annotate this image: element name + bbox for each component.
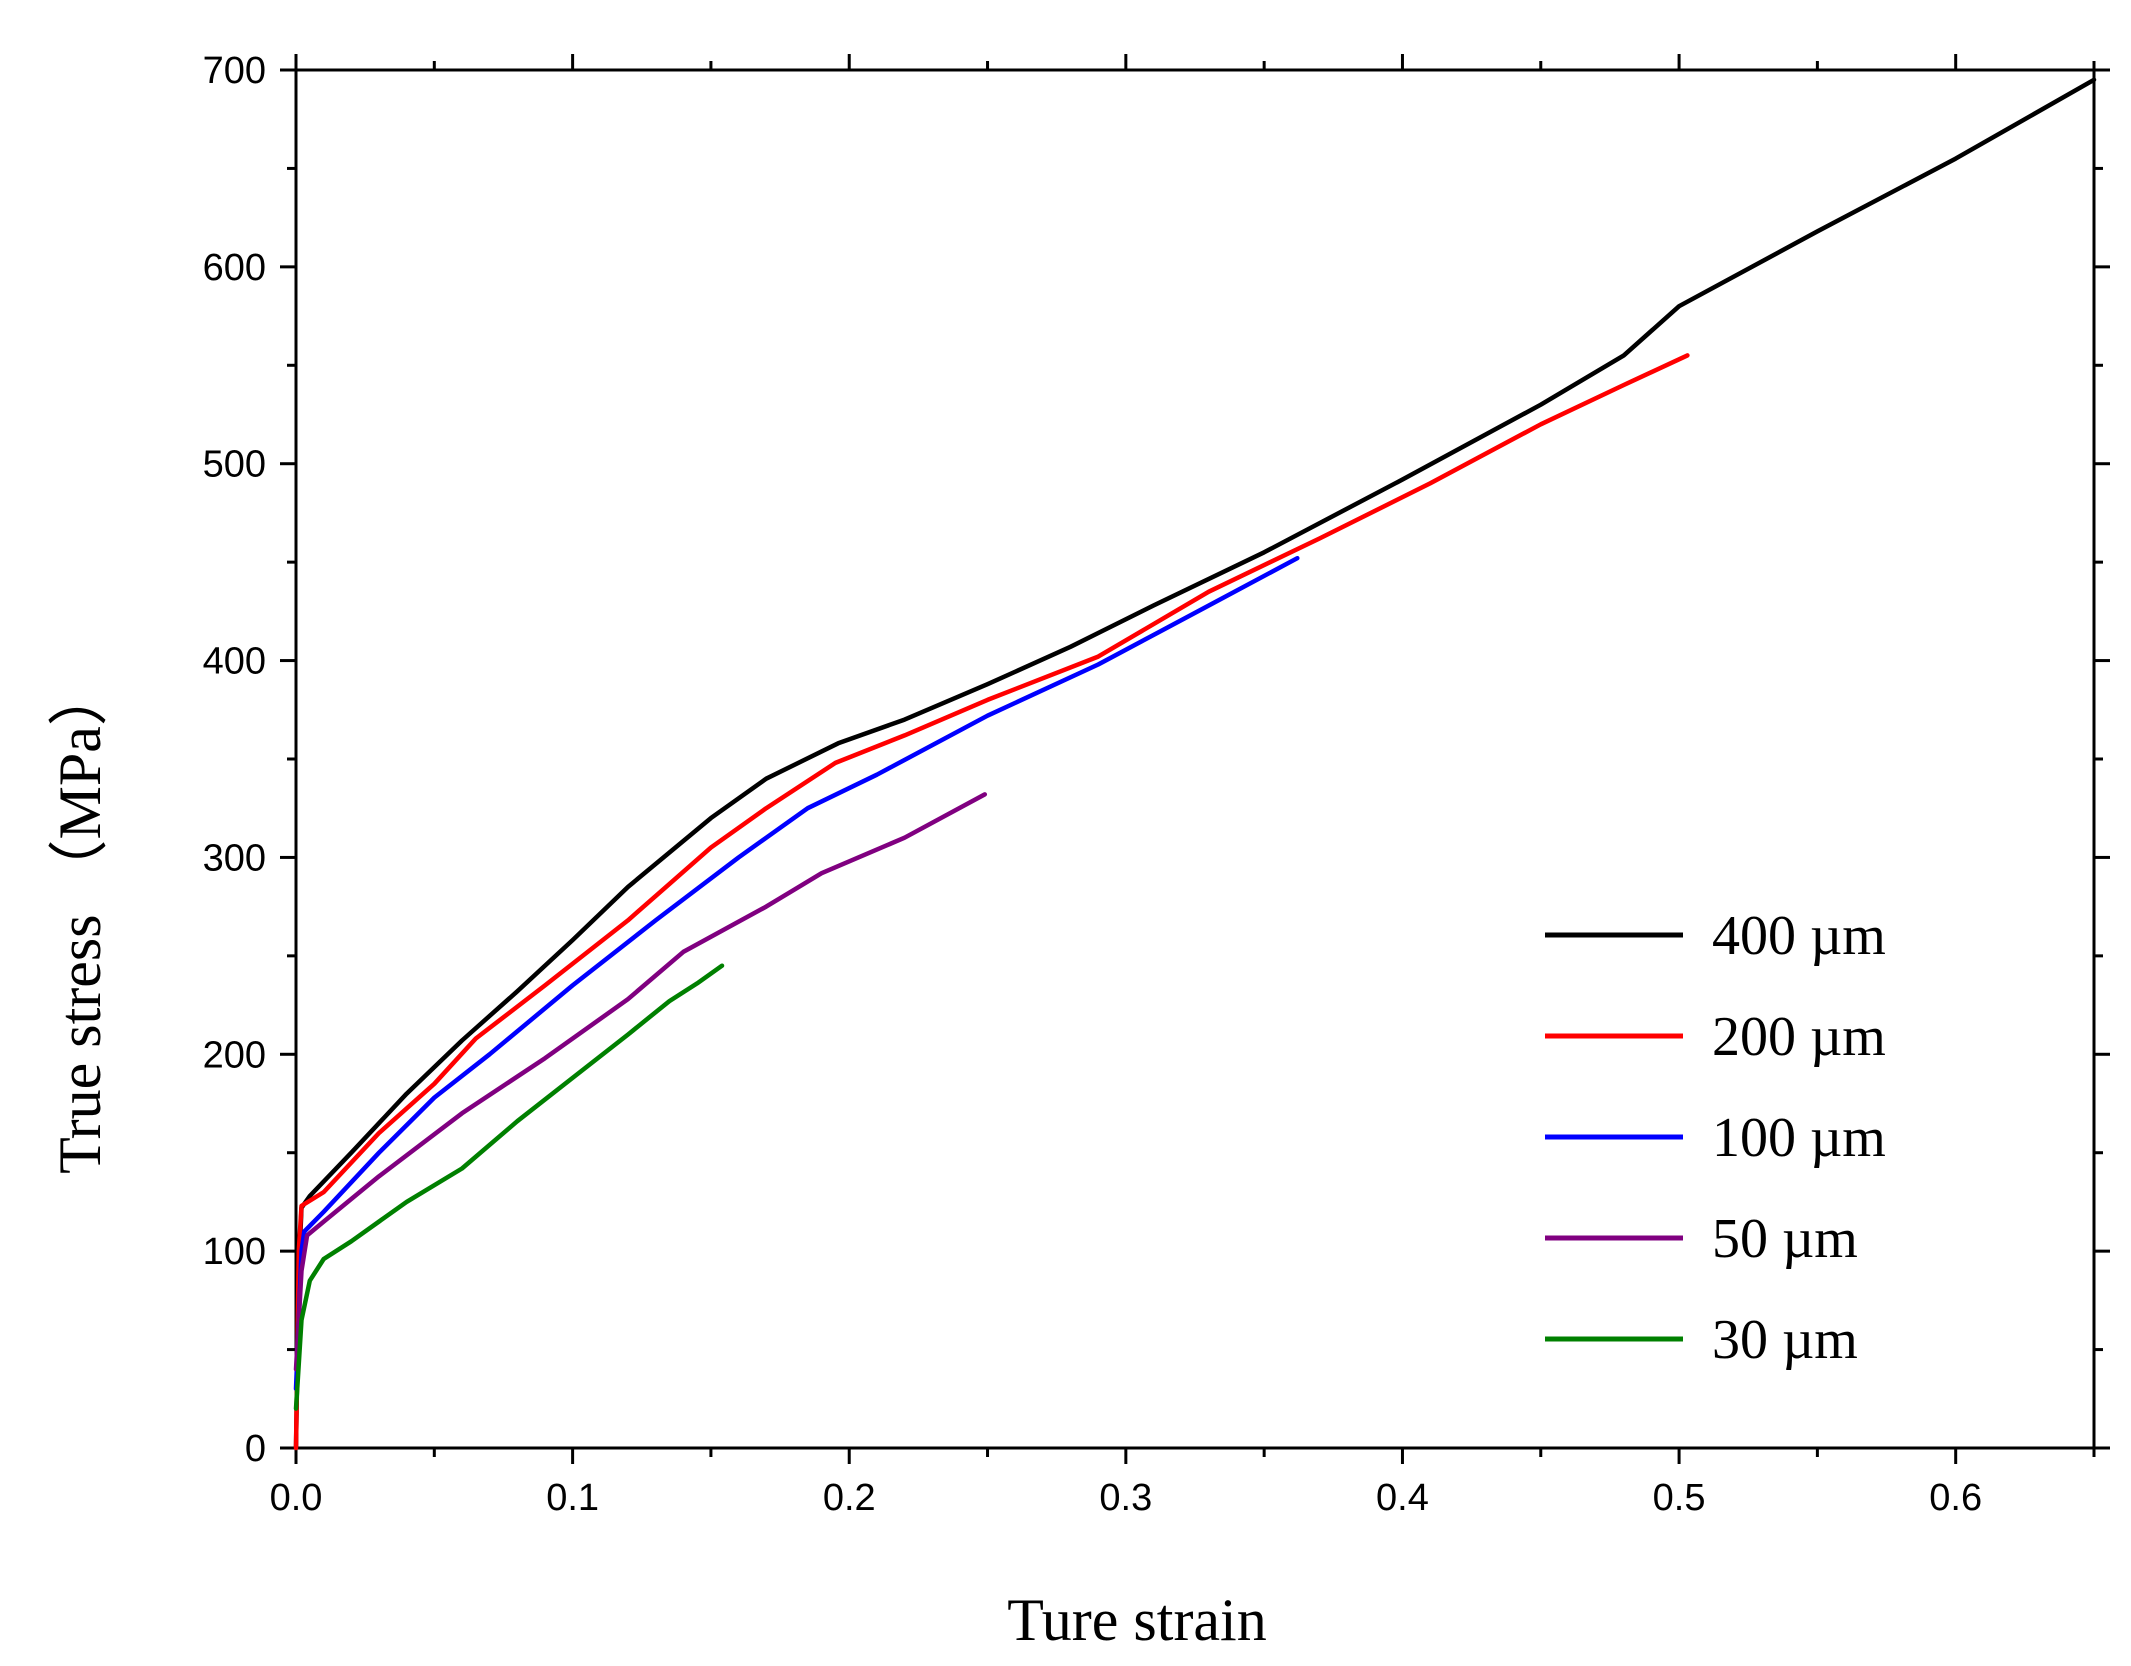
y-axis-title: True stress （MPa） — [47, 666, 113, 1174]
x-axis: 0.0 0.1 0.2 0.3 0.4 0.5 0.6 — [270, 54, 2096, 1519]
y-tick-label: 200 — [203, 1034, 266, 1076]
x-tick-label: 0.4 — [1376, 1477, 1429, 1519]
y-tick-label: 400 — [203, 641, 266, 683]
legend-label: 50 µm — [1712, 1208, 1858, 1270]
legend-label: 30 µm — [1712, 1309, 1858, 1371]
y-tick-label: 600 — [203, 247, 266, 289]
x-axis-title: Ture strain — [1007, 1587, 1266, 1653]
x-tick-label: 0.3 — [1099, 1477, 1152, 1519]
y-tick-label: 100 — [203, 1231, 266, 1273]
y-tick-label: 700 — [203, 50, 266, 92]
y-axis: 0 100 200 300 400 500 600 700 — [203, 50, 2110, 1470]
series-line-400m — [293, 77, 2097, 1451]
series-line-200m — [293, 353, 1690, 1451]
series-line-50m — [293, 792, 988, 1372]
y-tick-label: 300 — [203, 837, 266, 879]
x-tick-label: 0.5 — [1653, 1477, 1706, 1519]
x-tick-label: 0.0 — [270, 1477, 323, 1519]
series-line-100m — [293, 555, 1300, 1392]
x-tick-label: 0.1 — [546, 1477, 599, 1519]
legend: 400 µm 200 µm 100 µm 50 µm 30 µm — [1545, 905, 1886, 1371]
y-tick-label: 0 — [245, 1428, 266, 1470]
x-tick-label: 0.2 — [823, 1477, 876, 1519]
legend-label: 400 µm — [1712, 905, 1886, 967]
legend-label: 200 µm — [1712, 1006, 1886, 1068]
x-tick-label: 0.6 — [1929, 1477, 1982, 1519]
y-tick-label: 500 — [203, 444, 266, 486]
data-series — [293, 77, 2097, 1451]
series-line-30m — [293, 963, 725, 1411]
legend-label: 100 µm — [1712, 1107, 1886, 1169]
